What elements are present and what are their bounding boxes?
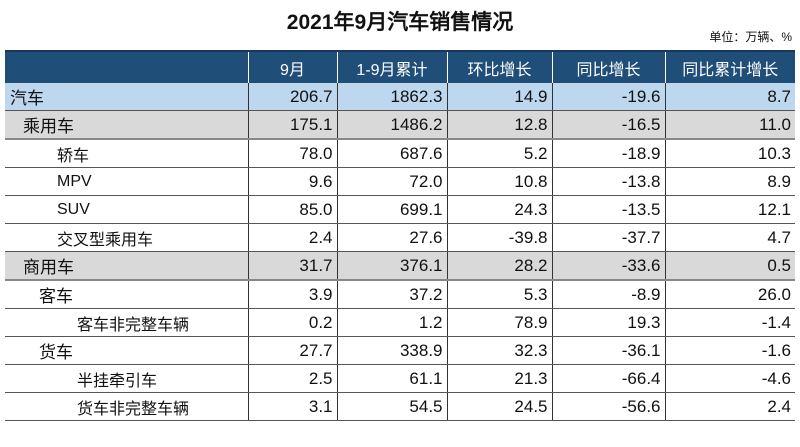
table-cell: 10.8 xyxy=(446,167,552,196)
table-cell: -39.8 xyxy=(446,223,552,252)
table-cell: 12.1 xyxy=(664,195,795,224)
row-label: 客车非完整车辆 xyxy=(5,308,248,337)
column-header: 环比增长 xyxy=(446,51,552,83)
row-label: 交叉型乘用车 xyxy=(5,223,248,252)
table-cell: -4.6 xyxy=(664,364,795,393)
table-cell: -18.9 xyxy=(551,139,665,168)
table-cell: 11.0 xyxy=(664,110,795,140)
row-label: MPV xyxy=(5,167,248,196)
sales-table: 9月 1-9月累计 环比增长 同比增长 同比累计增长 汽车 206.7 1862.3 14.9… xyxy=(5,50,795,421)
table-cell: 687.6 xyxy=(336,139,447,168)
table-cell: 37.2 xyxy=(336,280,447,309)
table-cell: -13.8 xyxy=(551,167,665,196)
row-label: 商用车 xyxy=(5,251,248,281)
table-cell: 1862.3 xyxy=(336,83,447,111)
table-cell: -1.6 xyxy=(664,336,795,365)
table-cell: 1.2 xyxy=(336,308,447,337)
column-header: 1-9月累计 xyxy=(336,51,447,83)
table-cell: 5.3 xyxy=(446,280,552,309)
table-cell: 27.7 xyxy=(247,336,337,365)
table-cell: 4.7 xyxy=(664,223,795,252)
row-label: 轿车 xyxy=(5,139,248,168)
column-header: 同比累计增长 xyxy=(664,51,795,83)
table-cell: 78.9 xyxy=(446,308,552,337)
table-row: 商用车 31.7 376.1 28.2 -33.6 0.5 xyxy=(5,251,795,281)
table-cell: 24.3 xyxy=(446,195,552,224)
table-cell: 24.5 xyxy=(446,392,552,421)
row-label: SUV xyxy=(5,195,248,224)
row-label: 货车 xyxy=(5,336,248,365)
table-cell: 8.9 xyxy=(664,167,795,196)
column-header: 9月 xyxy=(247,51,337,83)
table-cell: -37.7 xyxy=(551,223,665,252)
table-cell: 2.4 xyxy=(664,392,795,421)
table-cell: 175.1 xyxy=(247,110,337,140)
table-cell: 31.7 xyxy=(247,251,337,281)
table-row: 货车非完整车辆 3.1 54.5 24.5 -56.6 2.4 xyxy=(5,392,795,421)
table-row: 汽车 206.7 1862.3 14.9 -19.6 8.7 xyxy=(5,83,795,111)
table-cell: -19.6 xyxy=(551,83,665,111)
row-label: 汽车 xyxy=(5,83,248,111)
table-cell: -33.6 xyxy=(551,251,665,281)
table-cell: 8.7 xyxy=(664,83,795,111)
table-cell: 26.0 xyxy=(664,280,795,309)
table-cell: 61.1 xyxy=(336,364,447,393)
table-cell: 21.3 xyxy=(446,364,552,393)
page-title: 2021年9月汽车销售情况 xyxy=(286,11,514,34)
table-cell: 0.2 xyxy=(247,308,337,337)
row-label: 半挂牵引车 xyxy=(5,364,248,393)
table-cell: 2.5 xyxy=(247,364,337,393)
unit-label: 单位：万辆、% xyxy=(709,30,792,44)
table-cell: 699.1 xyxy=(336,195,447,224)
row-label: 乘用车 xyxy=(5,110,248,140)
table-cell: -8.9 xyxy=(551,280,665,309)
table-cell: 338.9 xyxy=(336,336,447,365)
table-cell: 78.0 xyxy=(247,139,337,168)
table-cell: -56.6 xyxy=(551,392,665,421)
table-row: 交叉型乘用车 2.4 27.6 -39.8 -37.7 4.7 xyxy=(5,223,795,252)
table-cell: 10.3 xyxy=(664,139,795,168)
table-cell: 12.8 xyxy=(446,110,552,140)
table-cell: 72.0 xyxy=(336,167,447,196)
column-header xyxy=(5,51,248,83)
row-label: 客车 xyxy=(5,280,248,309)
row-label: 货车非完整车辆 xyxy=(5,392,248,421)
table-cell: -36.1 xyxy=(551,336,665,365)
table-row: SUV 85.0 699.1 24.3 -13.5 12.1 xyxy=(5,195,795,224)
table-cell: -1.4 xyxy=(664,308,795,337)
table-cell: 54.5 xyxy=(336,392,447,421)
table-cell: 9.6 xyxy=(247,167,337,196)
table-cell: -13.5 xyxy=(551,195,665,224)
table-cell: 28.2 xyxy=(446,251,552,281)
table-cell: 1486.2 xyxy=(336,110,447,140)
table-cell: 2.4 xyxy=(247,223,337,252)
table-row: 客车 3.9 37.2 5.3 -8.9 26.0 xyxy=(5,280,795,309)
table-cell: 19.3 xyxy=(551,308,665,337)
header-row: 9月 1-9月累计 环比增长 同比增长 同比累计增长 xyxy=(5,51,795,83)
table-cell: -66.4 xyxy=(551,364,665,393)
table-row: 乘用车 175.1 1486.2 12.8 -16.5 11.0 xyxy=(5,110,795,140)
column-header: 同比增长 xyxy=(551,51,665,83)
table-cell: -16.5 xyxy=(551,110,665,140)
table-row: 货车 27.7 338.9 32.3 -36.1 -1.6 xyxy=(5,336,795,365)
table-row: 轿车 78.0 687.6 5.2 -18.9 10.3 xyxy=(5,139,795,168)
table-cell: 5.2 xyxy=(446,139,552,168)
table-cell: 14.9 xyxy=(446,83,552,111)
table-cell: 27.6 xyxy=(336,223,447,252)
table-row: MPV 9.6 72.0 10.8 -13.8 8.9 xyxy=(5,167,795,196)
table-cell: 376.1 xyxy=(336,251,447,281)
table-cell: 206.7 xyxy=(247,83,337,111)
table-cell: 3.1 xyxy=(247,392,337,421)
table-row: 客车非完整车辆 0.2 1.2 78.9 19.3 -1.4 xyxy=(5,308,795,337)
table-row: 半挂牵引车 2.5 61.1 21.3 -66.4 -4.6 xyxy=(5,364,795,393)
table-cell: 3.9 xyxy=(247,280,337,309)
table-cell: 85.0 xyxy=(247,195,337,224)
table-cell: 0.5 xyxy=(664,251,795,281)
table-cell: 32.3 xyxy=(446,336,552,365)
